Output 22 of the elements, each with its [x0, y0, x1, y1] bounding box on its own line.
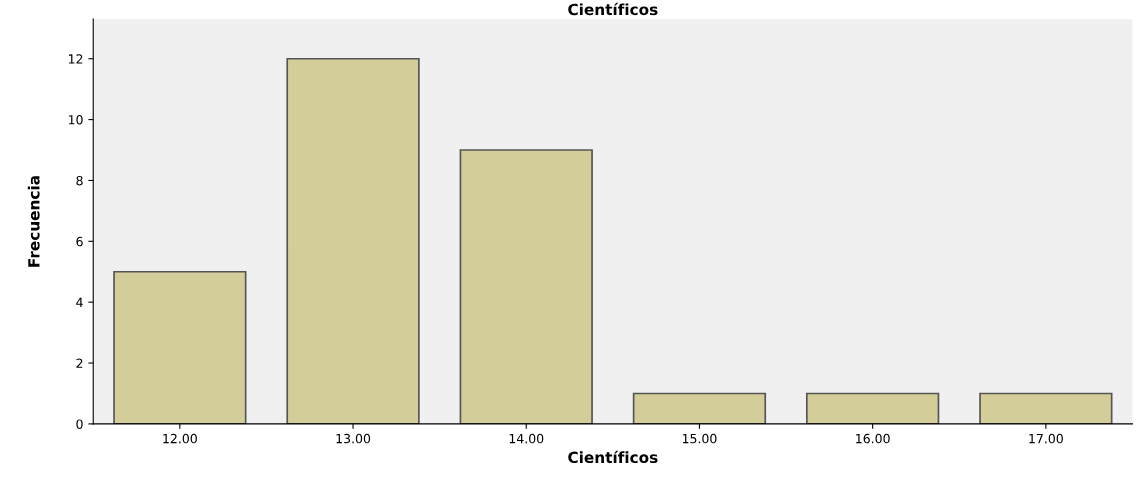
y-tick-label: 2 [76, 358, 83, 368]
y-tick-label: 4 [76, 297, 83, 307]
x-tick-label: 13.00 [336, 433, 371, 444]
bar [805, 392, 940, 424]
x-tick-label: 15.00 [682, 433, 717, 444]
bar [113, 270, 247, 424]
y-tick-label: 12 [68, 54, 83, 64]
y-axis-title: Frecuencia [27, 176, 40, 267]
x-tick-label: 16.00 [856, 433, 890, 444]
x-tick-label: 14.00 [509, 433, 544, 444]
x-axis-title: Científicos [568, 450, 658, 464]
x-tick-label: 17.00 [1029, 433, 1063, 444]
y-tick-label: 10 [68, 115, 83, 125]
chart-title: Científicos [568, 2, 658, 16]
bar [632, 392, 767, 424]
x-tick-label: 12.00 [163, 433, 197, 444]
y-tick-label: 8 [76, 175, 83, 186]
bar [459, 149, 593, 424]
bar [979, 392, 1113, 424]
y-tick-label: 6 [76, 236, 83, 247]
bar [286, 57, 420, 424]
y-tick-label: 0 [76, 419, 83, 429]
